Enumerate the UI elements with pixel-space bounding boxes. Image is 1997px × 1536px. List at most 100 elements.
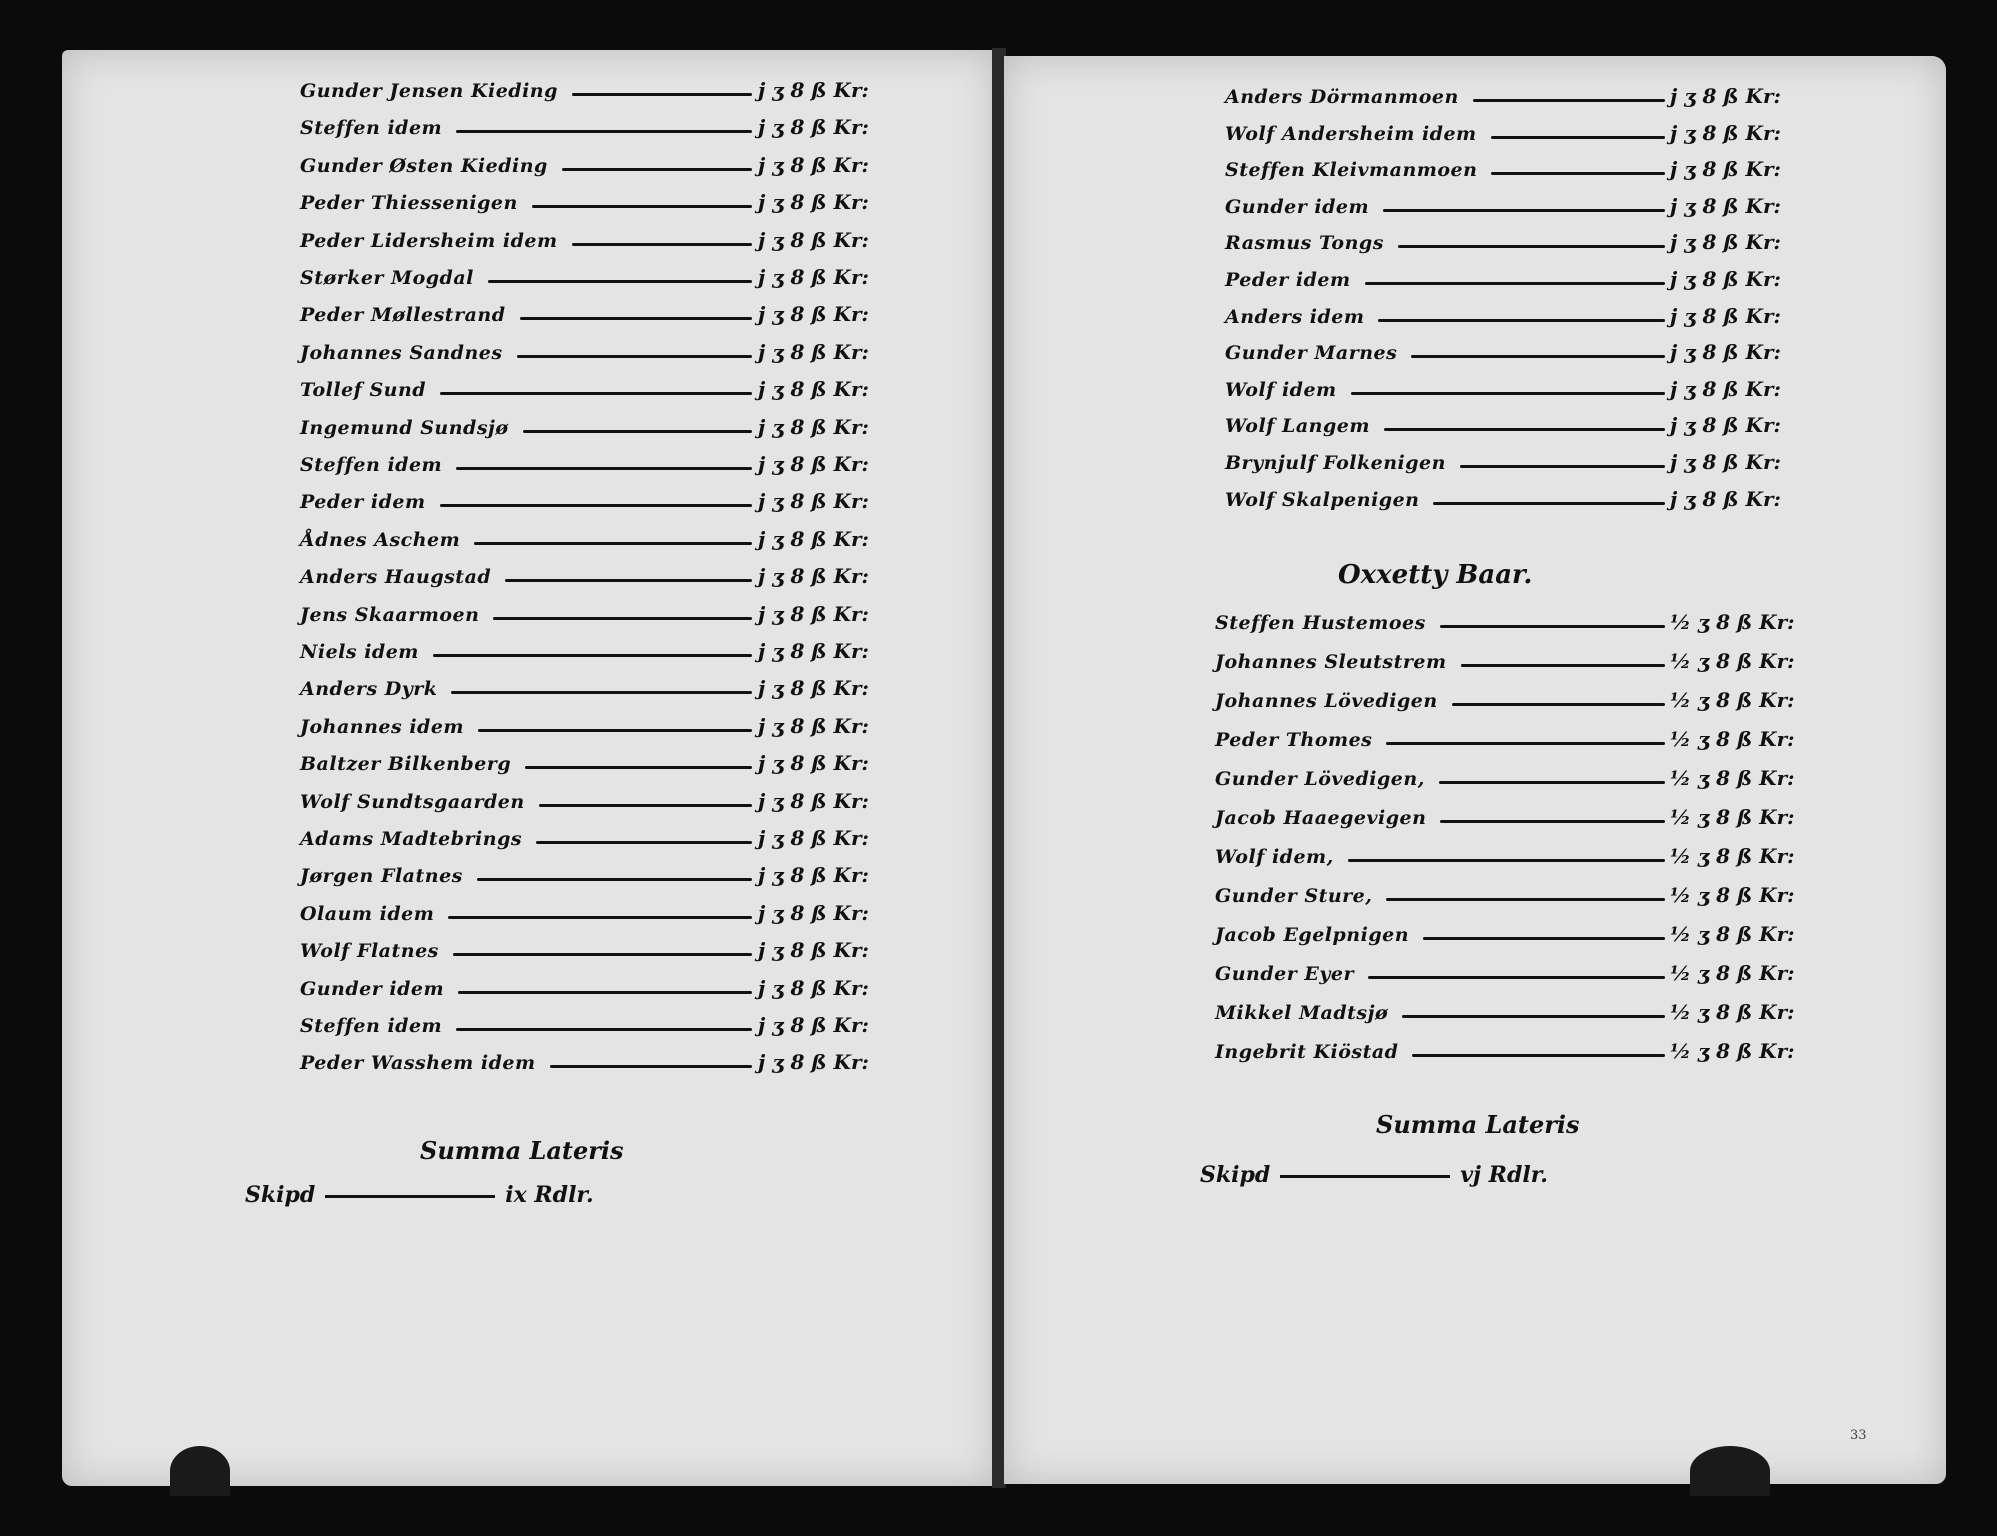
entry-amount: ½ ʒ 8 ß Kr: [1670, 961, 1795, 985]
ledger-entry: Peder idem j ʒ 8 ß Kr: [1225, 263, 1790, 293]
entry-dash-line [550, 1065, 752, 1069]
ledger-entry: Olaum idem j ʒ 8 ß Kr: [300, 897, 878, 927]
entry-dash-line [1491, 135, 1665, 139]
ledger-entry: Gunder idem j ʒ 8 ß Kr: [1225, 190, 1790, 220]
total-label: Skipd [1200, 1162, 1271, 1188]
entry-dash-line [532, 205, 752, 209]
entry-name: Peder Thiessenigen [300, 192, 518, 215]
entry-amount: ½ ʒ 8 ß Kr: [1670, 649, 1795, 673]
entry-dash-line [572, 93, 752, 96]
entry-amount: j ʒ 8 ß Kr: [1670, 230, 1781, 255]
ledger-entry: Anders Haugstad j ʒ 8 ß Kr: [300, 560, 878, 590]
entry-amount: j ʒ 8 ß Kr: [758, 863, 869, 888]
right-summa-lateris: Summa Lateris [1376, 1110, 1580, 1139]
entry-name: Anders Haugstad [300, 566, 492, 589]
entry-dash-line [562, 167, 752, 171]
entry-dash-line [1440, 820, 1665, 823]
ledger-entry: Johannes idem j ʒ 8 ß Kr: [300, 710, 878, 740]
right-page [1004, 56, 1946, 1484]
entry-amount: j ʒ 8 ß Kr: [758, 452, 869, 476]
entry-dash-line [1423, 937, 1665, 940]
entry-name: Gunder Eyer [1215, 963, 1354, 985]
entry-amount: j ʒ 8 ß Kr: [758, 601, 869, 626]
entry-amount: ½ ʒ 8 ß Kr: [1670, 1000, 1795, 1024]
ledger-entry: Jens Skaarmoen j ʒ 8 ß Kr: [300, 598, 878, 628]
ledger-entry: Gunder Sture, ½ ʒ 8 ß Kr: [1215, 879, 1794, 909]
entry-name: Adams Madtebrings [300, 828, 523, 850]
entry-amount: ½ ʒ 8 ß Kr: [1670, 844, 1795, 868]
entry-name: Anders Dörmanmoen [1225, 86, 1459, 108]
entry-name: Peder Møllestrand [300, 304, 506, 327]
entry-amount: j ʒ 8 ß Kr: [758, 489, 869, 514]
entry-dash-line [1402, 1015, 1665, 1018]
entry-amount: j ʒ 8 ß Kr: [758, 78, 869, 102]
ledger-entry: Gunder idem j ʒ 8 ß Kr: [300, 972, 878, 1002]
entry-dash-line [1452, 703, 1665, 706]
entry-dash-line [474, 541, 752, 545]
entry-amount: j ʒ 8 ß Kr: [1670, 376, 1781, 401]
ledger-entry: Wolf Flatnes j ʒ 8 ß Kr: [300, 934, 878, 964]
entry-amount: j ʒ 8 ß Kr: [1670, 157, 1781, 182]
entry-dash-line [525, 766, 752, 770]
ledger-entry: Jørgen Flatnes j ʒ 8 ß Kr: [300, 859, 878, 889]
ledger-entry: Peder Thiessenigen j ʒ 8 ß Kr: [300, 186, 878, 216]
entry-dash-line [448, 915, 752, 919]
entry-dash-line [1348, 859, 1665, 862]
entry-name: Anders idem [1225, 305, 1365, 328]
entry-dash-line [1460, 465, 1665, 468]
ledger-entry: Gunder Østen Kieding j ʒ 8 ß Kr: [300, 149, 878, 179]
total-value: vj Rdlr. [1460, 1162, 1548, 1188]
ledger-entry: Peder Lidersheim idem j ʒ 8 ß Kr: [300, 224, 878, 254]
entry-dash-line [572, 242, 752, 246]
entry-dash-line [1440, 625, 1665, 628]
entry-name: Wolf Skalpenigen [1225, 488, 1420, 511]
ledger-entry: Ådnes Aschem j ʒ 8 ß Kr: [300, 523, 878, 553]
left-summa-lateris: Summa Lateris [420, 1136, 624, 1165]
entry-amount: j ʒ 8 ß Kr: [758, 975, 869, 1000]
ledger-entry: Mikkel Madtsjø ½ ʒ 8 ß Kr: [1215, 996, 1794, 1026]
entry-dash-line [1386, 898, 1665, 901]
entry-name: Brynjulf Folkenigen [1225, 452, 1446, 474]
entry-name: Wolf Andersheim idem [1225, 122, 1477, 145]
entry-name: Rasmus Tongs [1225, 232, 1384, 255]
entry-amount: j ʒ 8 ß Kr: [758, 339, 869, 364]
entry-amount: j ʒ 8 ß Kr: [758, 1050, 869, 1075]
entry-name: Peder Thomes [1215, 729, 1373, 751]
entry-amount: ½ ʒ 8 ß Kr: [1670, 1039, 1795, 1063]
entry-name: Steffen idem [300, 117, 443, 140]
entry-name: Wolf Flatnes [300, 940, 439, 963]
ledger-entry: Jacob Egelpnigen ½ ʒ 8 ß Kr: [1215, 918, 1794, 948]
page-damage [170, 1446, 230, 1496]
entry-amount: ½ ʒ 8 ß Kr: [1670, 727, 1795, 751]
entry-name: Ingebrit Kiöstad [1215, 1041, 1399, 1063]
ledger-entry: Wolf Skalpenigen j ʒ 8 ß Kr: [1225, 483, 1790, 513]
entry-name: Peder Lidersheim idem [300, 229, 558, 252]
entry-amount: j ʒ 8 ß Kr: [758, 377, 869, 402]
entry-dash-line [1378, 318, 1665, 322]
total-dash [325, 1194, 496, 1198]
entry-dash-line [517, 354, 752, 358]
entry-name: Peder idem [300, 491, 426, 514]
entry-name: Jens Skaarmoen [300, 603, 480, 626]
entry-name: Gunder Østen Kieding [300, 154, 548, 177]
ledger-entry: Gunder Marnes j ʒ 8 ß Kr: [1225, 336, 1790, 366]
ledger-entry: Gunder Eyer ½ ʒ 8 ß Kr: [1215, 957, 1794, 987]
entry-amount: j ʒ 8 ß Kr: [1670, 267, 1781, 291]
entry-amount: j ʒ 8 ß Kr: [758, 639, 869, 663]
ledger-entry: Gunder Jensen Kieding j ʒ 8 ß Kr: [300, 74, 878, 104]
ledger-entry: Brynjulf Folkenigen j ʒ 8 ß Kr: [1225, 446, 1790, 476]
entry-name: Steffen idem [300, 454, 443, 476]
entry-amount: j ʒ 8 ß Kr: [758, 751, 869, 776]
entry-amount: j ʒ 8 ß Kr: [758, 564, 869, 589]
page-number: 33 [1850, 1428, 1867, 1443]
ledger-entry: Anders idem j ʒ 8 ß Kr: [1225, 300, 1790, 330]
ledger-entry: Steffen idem j ʒ 8 ß Kr: [300, 111, 878, 141]
left-page-total: Skipd ix Rdlr. [245, 1182, 594, 1208]
entry-name: Jørgen Flatnes [300, 865, 463, 888]
ledger-entry: Wolf Sundtsgaarden j ʒ 8 ß Kr: [300, 785, 878, 815]
entry-amount: j ʒ 8 ß Kr: [758, 302, 869, 327]
entry-dash-line [493, 616, 752, 620]
entry-name: Tollef Sund [300, 379, 427, 402]
entry-dash-line [536, 841, 752, 844]
ledger-entry: Peder idem j ʒ 8 ß Kr: [300, 485, 878, 515]
